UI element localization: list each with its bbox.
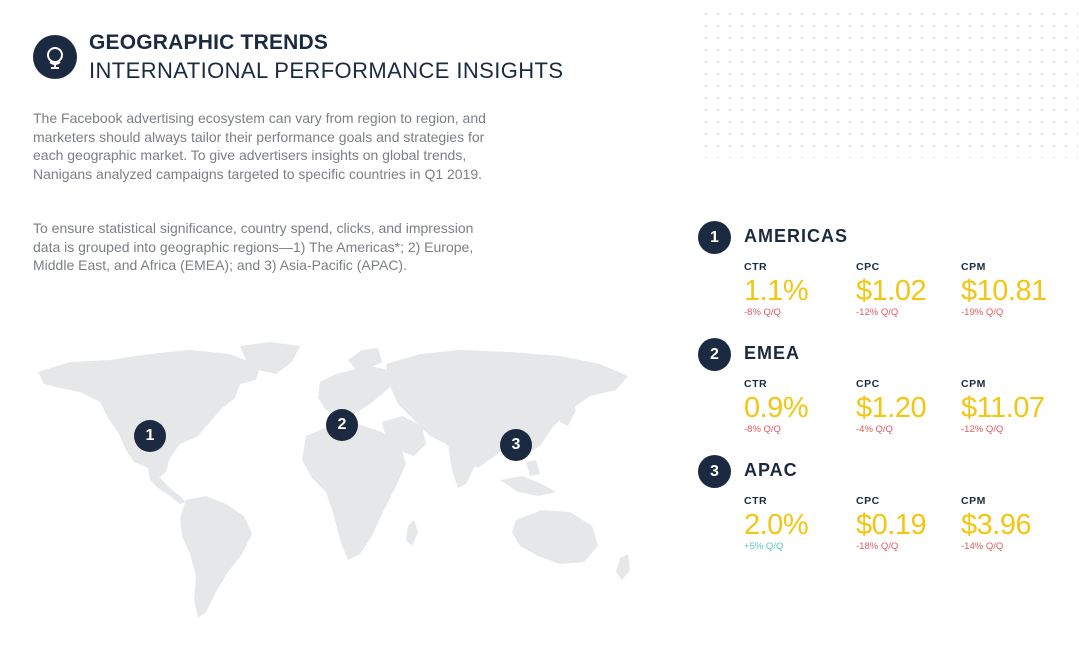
page-title: GEOGRAPHIC TRENDS <box>89 31 329 54</box>
region-number-badge: 1 <box>698 221 731 254</box>
dot-pattern-decoration <box>700 8 1078 158</box>
region-name: EMEA <box>744 343 801 363</box>
metric-value: $1.20 <box>856 392 927 424</box>
metric-change: -19% Q/Q <box>961 307 1004 318</box>
metric-change: -14% Q/Q <box>961 541 1004 552</box>
globe-pin-icon <box>33 35 77 79</box>
metric-cpm: CPM $3.96 -14% Q/Q <box>961 495 1032 552</box>
metric-label: CPM <box>961 261 986 273</box>
metric-label: CPM <box>961 495 986 507</box>
metric-value: 1.1% <box>744 275 809 307</box>
metric-value: $1.02 <box>856 275 927 307</box>
intro-paragraph-1: The Facebook advertising ecosystem can v… <box>33 110 486 182</box>
metric-change: -8% Q/Q <box>744 424 781 435</box>
intro-paragraph-2: To ensure statistical significance, coun… <box>33 220 474 273</box>
metric-cpm: CPM $10.81 -19% Q/Q <box>961 261 1047 318</box>
metric-change: -18% Q/Q <box>856 541 899 552</box>
metric-ctr: CTR 1.1% -8% Q/Q <box>744 261 809 318</box>
region-name: APAC <box>744 460 798 480</box>
metric-value: 2.0% <box>744 509 809 541</box>
metric-label: CTR <box>744 378 768 390</box>
metric-cpc: CPC $1.02 -12% Q/Q <box>856 261 927 318</box>
metric-value: $10.81 <box>961 275 1047 307</box>
metric-cpm: CPM $11.07 -12% Q/Q <box>961 378 1045 435</box>
metric-change: -4% Q/Q <box>856 424 893 435</box>
metric-value: $0.19 <box>856 509 927 541</box>
metric-ctr: CTR 2.0% +5% Q/Q <box>744 495 809 552</box>
map-pin-emea: 2 <box>326 409 358 441</box>
metric-change: -12% Q/Q <box>961 424 1004 435</box>
metric-change: +5% Q/Q <box>744 541 784 552</box>
metric-value: 0.9% <box>744 392 809 424</box>
metric-label: CPC <box>856 261 880 273</box>
world-map <box>38 342 630 618</box>
metric-label: CPM <box>961 378 986 390</box>
region-name: AMERICAS <box>744 226 849 246</box>
map-pin-apac: 3 <box>500 429 532 461</box>
metric-value: $3.96 <box>961 509 1032 541</box>
metric-ctr: CTR 0.9% -8% Q/Q <box>744 378 809 435</box>
metric-cpc: CPC $1.20 -4% Q/Q <box>856 378 927 435</box>
metric-change: -8% Q/Q <box>744 307 781 318</box>
region-number-badge: 2 <box>698 338 731 371</box>
metric-change: -12% Q/Q <box>856 307 899 318</box>
metric-label: CPC <box>856 495 880 507</box>
region-number-badge: 3 <box>698 455 731 488</box>
metric-cpc: CPC $0.19 -18% Q/Q <box>856 495 927 552</box>
map-pin-americas: 1 <box>134 420 166 452</box>
metric-label: CPC <box>856 378 880 390</box>
metric-value: $11.07 <box>961 392 1045 424</box>
page-subtitle: INTERNATIONAL PERFORMANCE INSIGHTS <box>89 58 564 83</box>
metric-label: CTR <box>744 261 768 273</box>
metric-label: CTR <box>744 495 768 507</box>
